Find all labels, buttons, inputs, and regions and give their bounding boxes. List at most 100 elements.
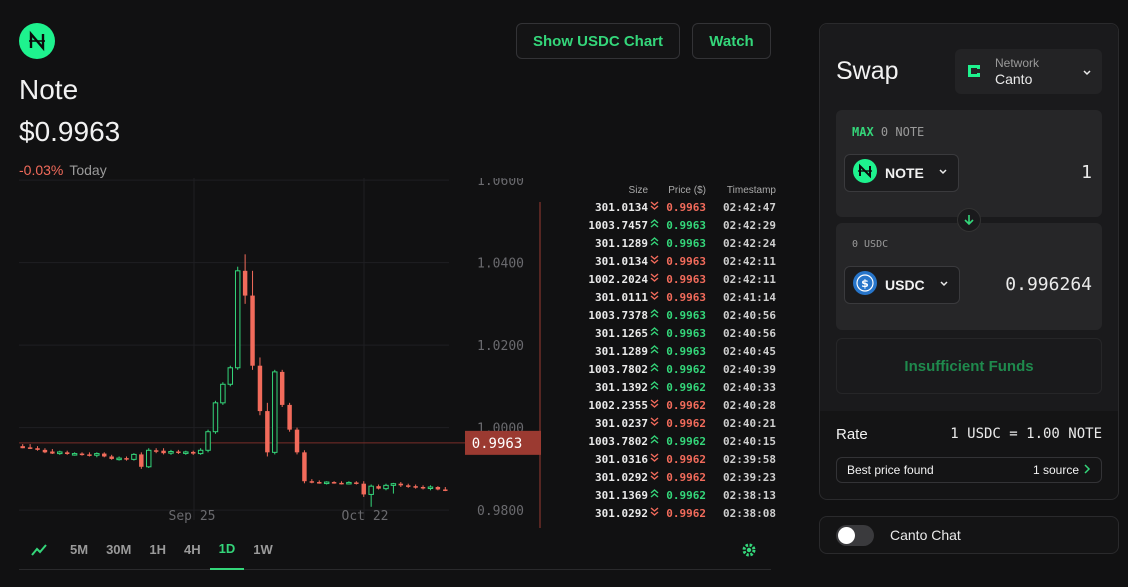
chevron-down-icon [938, 164, 948, 182]
to-amount-input[interactable] [972, 274, 1092, 295]
trade-direction-down-icon [650, 453, 662, 465]
from-balance: 0 NOTE [880, 125, 925, 139]
swap-direction-arrow-icon[interactable] [957, 208, 981, 232]
trade-timestamp: 02:39:23 [723, 470, 776, 484]
swap-title: Swap [836, 57, 899, 85]
timeframe-1h[interactable]: 1H [149, 542, 166, 557]
trade-timestamp: 02:42:47 [723, 200, 776, 214]
candle-down [139, 454, 144, 467]
timeframe-4h[interactable]: 4H [183, 542, 201, 557]
candle-down [331, 482, 337, 484]
line-chart-icon[interactable] [19, 530, 61, 570]
trade-timestamp: 02:42:29 [723, 218, 776, 232]
candle-up [94, 453, 100, 456]
trade-row: 301.0111 0.9963 02:41:14 [546, 288, 776, 306]
candle-up [272, 371, 278, 453]
trade-row: 1002.2355 0.9962 02:40:28 [546, 396, 776, 414]
watch-button[interactable]: Watch [692, 23, 771, 59]
candle-down [265, 411, 270, 453]
timeframe-bar: 5M 30M 1H 4H 1D 1W [19, 530, 771, 570]
candle-down [79, 453, 85, 456]
candle-down [64, 452, 70, 454]
candle-down [257, 365, 263, 412]
trade-direction-down-icon [650, 507, 662, 519]
trade-size: 301.0134 [595, 254, 648, 268]
trade-price: 0.9962 [666, 416, 706, 430]
candle-up [205, 431, 211, 451]
trades-header: Size Price ($) Timestamp [546, 182, 776, 198]
trade-timestamp: 02:40:33 [723, 380, 776, 394]
candle-down [420, 486, 426, 489]
trade-size: 1003.7802 [588, 362, 648, 376]
candle-up [323, 481, 330, 485]
trade-row: 301.0316 0.9962 02:39:58 [546, 450, 776, 468]
current-price-tag [465, 430, 541, 455]
show-usdc-chart-button[interactable]: Show USDC Chart [516, 23, 680, 59]
to-token-selector[interactable]: $ USDC [844, 266, 960, 304]
trade-timestamp: 02:42:24 [723, 236, 776, 250]
candle-up [116, 457, 122, 461]
trade-row: 301.0292 0.9962 02:39:23 [546, 468, 776, 486]
token-price: $0.9963 [19, 116, 121, 147]
canto-chat-toggle[interactable] [836, 524, 874, 546]
canto-chat-panel: Canto Chat [819, 516, 1119, 554]
trade-price: 0.9962 [666, 398, 706, 412]
candle-down [413, 486, 418, 488]
trade-size: 301.1289 [595, 236, 648, 250]
trade-price: 0.9963 [666, 308, 706, 322]
y-axis-tick-label: 1.0400 [477, 257, 524, 272]
candle-up [234, 270, 241, 369]
max-button[interactable]: MAX [852, 125, 874, 139]
candle-up [368, 485, 374, 495]
network-selector[interactable]: Network Canto [955, 49, 1102, 94]
usdc-token-icon: $ [853, 270, 877, 300]
timeframe-30m[interactable]: 30M [106, 542, 132, 557]
trade-row: 1003.7378 0.9963 02:40:56 [546, 306, 776, 324]
timeframe-5m[interactable]: 5M [70, 542, 89, 557]
trade-timestamp: 02:38:13 [723, 488, 776, 502]
trade-row: 301.1369 0.9962 02:38:13 [546, 486, 776, 504]
candle-down [102, 453, 107, 457]
gear-icon[interactable] [741, 542, 771, 558]
y-axis-tick-label: 1.0600 [477, 178, 524, 189]
trade-size: 301.0111 [595, 290, 648, 304]
candle-up [131, 453, 137, 460]
candle-down [35, 448, 40, 450]
candle-down [339, 482, 344, 485]
best-price-row[interactable]: Best price found 1 source [836, 457, 1102, 483]
note-token-icon [853, 158, 877, 188]
trade-direction-down-icon [650, 471, 662, 483]
trade-timestamp: 02:40:15 [723, 434, 776, 448]
trade-size: 301.1369 [595, 488, 648, 502]
trade-direction-up-icon [650, 327, 662, 339]
timeframe-1d[interactable]: 1D [209, 530, 245, 570]
trade-direction-up-icon [650, 237, 662, 249]
trade-size: 301.1265 [595, 326, 648, 340]
candle-down [302, 452, 307, 482]
candle-down [406, 485, 411, 487]
trade-direction-down-icon [650, 291, 662, 303]
canto-chat-label: Canto Chat [890, 527, 961, 543]
trade-price: 0.9963 [666, 236, 706, 250]
trade-price: 0.9963 [666, 254, 706, 268]
from-token-selector[interactable]: NOTE [844, 154, 959, 192]
trade-price: 0.9963 [666, 326, 706, 340]
candle-up [427, 486, 434, 489]
from-amount-input[interactable] [972, 162, 1092, 183]
trade-timestamp: 02:40:21 [723, 416, 776, 430]
trades-header-timestamp: Timestamp [726, 184, 776, 196]
price-chart[interactable]: 1.0600 1.0400 1.0200 1.0000 0.9800 Sep 25 Oct … [19, 178, 541, 528]
trade-size: 1002.2024 [588, 272, 648, 286]
insufficient-funds-button[interactable]: Insufficient Funds [836, 338, 1102, 394]
note-logo-icon [19, 23, 55, 59]
rate-value: 1 USDC = 1.00 NOTE [950, 426, 1102, 442]
trade-price: 0.9962 [666, 506, 706, 520]
candle-down [443, 489, 448, 491]
trade-size: 301.0134 [595, 200, 648, 214]
chevron-down-icon [1082, 65, 1092, 83]
candle-down [176, 451, 181, 454]
trade-direction-down-icon [650, 273, 662, 285]
candle-down [361, 483, 366, 495]
timeframe-1w[interactable]: 1W [253, 542, 273, 557]
from-token-name: NOTE [885, 165, 924, 181]
